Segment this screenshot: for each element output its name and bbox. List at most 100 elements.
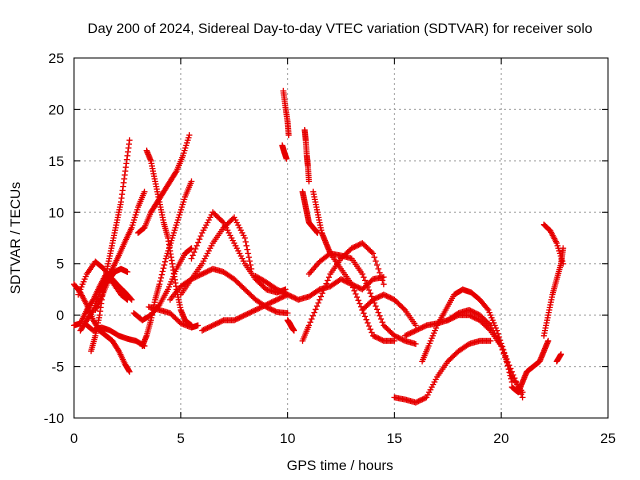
data-point [244, 310, 251, 317]
data-point [367, 290, 374, 297]
y-tick-label: -5 [52, 359, 65, 375]
data-point [378, 292, 385, 299]
data-point [374, 294, 381, 301]
data-point [237, 314, 244, 321]
data-point [368, 329, 375, 336]
data-point [374, 306, 381, 313]
data-point [285, 292, 292, 299]
data-point [494, 330, 501, 337]
data-point [275, 296, 282, 303]
data-point [252, 307, 259, 313]
data-point [378, 336, 385, 343]
data-point [200, 270, 207, 277]
data-point [339, 276, 346, 283]
data-point [245, 310, 252, 317]
data-point [233, 316, 240, 322]
data-point [502, 352, 509, 359]
data-point [260, 303, 267, 310]
data-point [288, 293, 295, 300]
data-point [235, 315, 242, 322]
data-point [247, 309, 254, 316]
data-point [356, 300, 363, 307]
data-point [207, 323, 214, 330]
data-point [466, 312, 473, 319]
data-point [267, 305, 274, 312]
data-point [244, 246, 251, 253]
data-point [412, 327, 419, 334]
data-point [231, 317, 238, 324]
data-point [188, 245, 195, 252]
data-point [277, 294, 284, 301]
data-point [358, 285, 365, 292]
data-point [156, 281, 163, 288]
data-point [245, 254, 252, 261]
data-point [193, 242, 200, 249]
data-point [279, 294, 286, 301]
data-point [371, 333, 378, 340]
data-point [376, 293, 383, 300]
data-point [305, 178, 312, 185]
data-point [375, 335, 382, 342]
data-point [348, 245, 355, 252]
data-point [379, 337, 386, 344]
data-point [213, 320, 220, 327]
data-point [208, 323, 215, 330]
data-point [411, 328, 418, 335]
data-point [283, 290, 290, 297]
data-point [256, 305, 263, 312]
data-point [506, 362, 513, 369]
data-point [398, 335, 405, 342]
data-point [372, 295, 379, 302]
data-point [384, 293, 391, 300]
data-point [312, 306, 319, 313]
data-point [392, 333, 399, 340]
data-point [291, 294, 298, 301]
data-point [358, 240, 365, 247]
data-point [415, 398, 422, 405]
data-point [253, 306, 260, 313]
data-point [414, 326, 421, 333]
data-point [375, 294, 382, 301]
data-point [368, 249, 375, 256]
x-tick-label: 10 [280, 430, 296, 446]
series-arc-11 [130, 245, 195, 324]
data-point [321, 283, 328, 290]
data-point [354, 283, 361, 290]
data-point [158, 271, 165, 278]
data-point [124, 296, 131, 303]
data-point [415, 326, 422, 333]
data-point [419, 324, 426, 331]
data-point [246, 258, 253, 265]
data-point [362, 277, 369, 284]
data-point [207, 267, 214, 274]
data-point [504, 359, 511, 366]
data-point [269, 307, 276, 314]
data-point [355, 284, 362, 291]
data-point [243, 311, 250, 318]
data-point [268, 299, 275, 306]
data-point [387, 294, 394, 301]
data-point [316, 296, 323, 303]
series-arc-33 [540, 221, 567, 267]
data-point [243, 242, 250, 249]
data-point [510, 371, 517, 378]
data-point [370, 332, 377, 339]
axis-ticks: 0 5 10 15 20 25 -10 -5 0 5 10 15 20 25 [44, 50, 616, 446]
series-arc-8 [143, 147, 195, 329]
data-point [472, 310, 479, 317]
data-point [305, 322, 312, 329]
data-point [486, 326, 493, 333]
data-point [374, 334, 381, 341]
data-point [172, 169, 179, 176]
data-point [284, 310, 291, 317]
data-point [378, 316, 385, 322]
data-point [372, 303, 379, 310]
series-arc-7 [81, 320, 148, 349]
data-point [157, 278, 164, 285]
data-point [257, 304, 264, 311]
data-point [408, 329, 415, 336]
data-point [450, 314, 457, 321]
data-point [355, 242, 362, 249]
data-point [229, 215, 236, 222]
data-point [249, 308, 256, 315]
